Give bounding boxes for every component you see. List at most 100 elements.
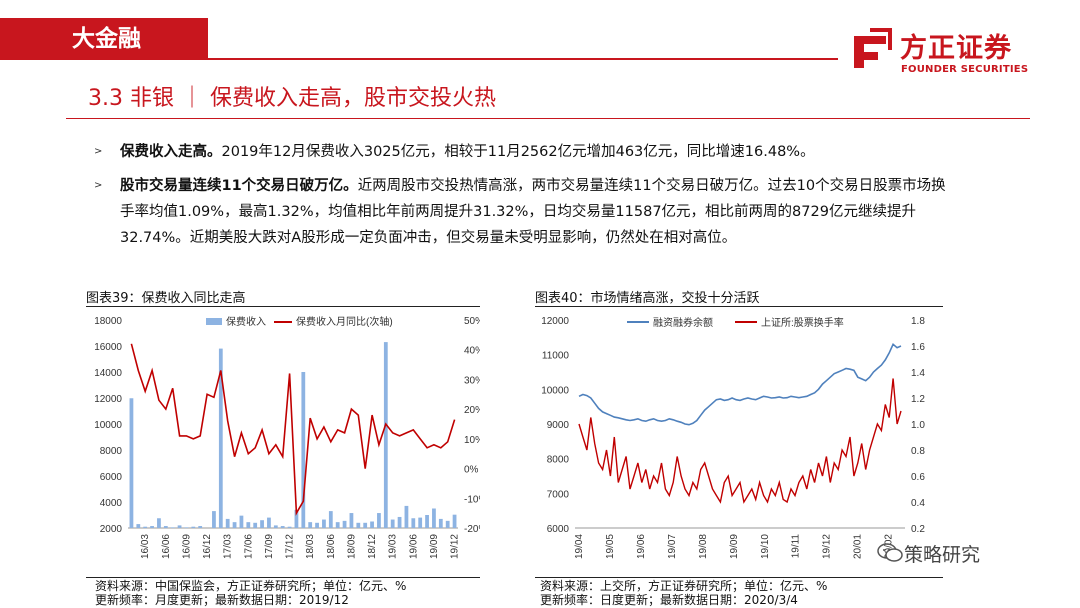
chart39-legend-swatch-bar xyxy=(206,318,222,325)
chart39-y2-tick: 20% xyxy=(464,405,480,416)
chart39-x-tick: 16/03 xyxy=(140,534,151,559)
chart39-bar xyxy=(301,372,306,528)
chart39-bar xyxy=(191,526,196,528)
chart39-bar xyxy=(170,527,175,528)
chart39-bar xyxy=(246,522,251,528)
chart39-title: 图表39：保费收入同比走高 xyxy=(86,291,246,306)
chart40-turnover-line xyxy=(578,378,902,504)
logo-english-name: FOUNDER SECURITIES xyxy=(901,64,1029,75)
chart39-bar xyxy=(198,526,203,528)
chart39-y-tick: 4000 xyxy=(100,498,123,509)
watermark: 策略研究 xyxy=(904,544,981,566)
wechat-icon xyxy=(877,543,903,562)
chart39-bar xyxy=(218,348,223,528)
chart39-bar xyxy=(143,526,148,528)
chart39-y2-tick: 30% xyxy=(464,375,480,386)
bullet-arrow-icon: > xyxy=(94,180,103,191)
chart40-x-tick: 19/11 xyxy=(791,534,802,559)
chart39-y-tick: 12000 xyxy=(94,394,122,405)
chart39-x-tick: 19/09 xyxy=(429,534,440,559)
chart40-x-tick: 19/04 xyxy=(574,534,585,559)
chart39-bar xyxy=(294,509,299,528)
chart39-bar xyxy=(328,511,333,528)
chart39-plot: 18000 16000 14000 12000 10000 8000 6000 4000 200… xyxy=(94,315,480,559)
chart39-bar xyxy=(184,527,189,528)
chart40-y2-tick: 1.8 xyxy=(911,316,925,327)
bullet-lead: 股市交易量连续11个交易日破万亿。 xyxy=(120,178,358,194)
chart39-bar xyxy=(390,519,395,528)
chart39-legend-label: 保费收入 xyxy=(226,315,266,328)
chart39-x-tick: 17/12 xyxy=(285,534,296,559)
chart39-bar xyxy=(225,518,230,528)
bullet-lead: 保费收入走高。 xyxy=(120,144,222,160)
chart40-x-tick: 19/10 xyxy=(760,534,771,559)
chart40-source: 资料来源：上交所，方正证券研究所；单位：亿元、% 更新频率：日度更新；最新数据日… xyxy=(540,579,828,607)
chart39-bar xyxy=(356,522,361,528)
chart40-y2-tick: 0.4 xyxy=(911,498,925,509)
chart39-y-tick: 2000 xyxy=(100,524,123,535)
chart40-x-tick: 19/06 xyxy=(636,534,647,559)
chart40-plot: 12000 11000 10000 9000 8000 7000 6000 1.8 1.6 1.4… xyxy=(541,316,925,559)
chart40-y2-tick: 0.8 xyxy=(911,446,925,457)
chart39-y-tick: 14000 xyxy=(94,368,122,379)
chart39-bar xyxy=(308,522,313,528)
chart39-x-tick: 18/12 xyxy=(367,534,378,559)
chart39-bar xyxy=(335,522,340,528)
chart39-x-tick: 19/06 xyxy=(408,534,419,559)
chart40-y-tick: 10000 xyxy=(541,385,569,396)
chart39-y-tick: 8000 xyxy=(100,446,123,457)
title-divider xyxy=(66,118,1030,119)
bullet-arrow-icon: > xyxy=(94,146,103,157)
chart40-x-tick: 19/08 xyxy=(698,534,709,559)
chart39-bar xyxy=(452,514,457,528)
chart40-legend-label: 上证所:股票换手率 xyxy=(761,316,844,329)
chart40-y2-tick: 1.4 xyxy=(911,368,925,379)
chart39-bar xyxy=(411,518,416,528)
chart39-bar xyxy=(397,516,402,528)
chart40-y2-tick: 1.6 xyxy=(911,342,925,353)
chart39-bar xyxy=(287,526,292,528)
chart39-bar xyxy=(129,398,134,528)
logo-chinese-name: 方正证券 xyxy=(900,33,1012,64)
chart39-y-tick: 10000 xyxy=(94,420,122,431)
chart40-y2-tick: 1.0 xyxy=(911,420,925,431)
chart39-y2-tick: 10% xyxy=(464,435,480,446)
bullet-text: 近两周股市交投热情高涨，两市交易量连续11个交易日破万亿。过去10个交易日股票市… xyxy=(120,178,946,246)
chart39-bar xyxy=(163,526,168,528)
chart39-bar xyxy=(253,522,258,528)
chart40-y-tick: 9000 xyxy=(547,420,570,431)
chart39-y2-tick: 0% xyxy=(464,465,479,476)
chart39-x-tick: 19/12 xyxy=(450,534,461,559)
chart39-y2-tick: -20% xyxy=(464,524,480,535)
chart40-title: 图表40：市场情绪高涨，交投十分活跃 xyxy=(535,291,760,306)
chart39-yoy-line xyxy=(130,343,456,516)
chart40-x-tick: 20/02 xyxy=(884,534,895,559)
chart39-bar xyxy=(383,342,388,528)
chart39-x-tick: 16/06 xyxy=(161,534,172,559)
chart39-bar xyxy=(212,511,216,528)
chart40-y-tick: 7000 xyxy=(547,489,570,500)
chart39-y2-tick: -10% xyxy=(464,494,480,505)
chart40-legend-label: 融资融券余额 xyxy=(653,316,713,329)
chart39-bar xyxy=(177,525,182,528)
chart40-x-tick: 19/09 xyxy=(729,534,740,559)
chart39-bar xyxy=(273,525,278,528)
chart39-bar xyxy=(418,517,423,528)
brand-tag-bar xyxy=(0,18,208,60)
chart39-bar xyxy=(349,513,354,528)
chart39-x-tick: 19/03 xyxy=(388,534,399,559)
chart39-bar xyxy=(370,521,374,528)
chart39-x-tick: 16/09 xyxy=(181,534,192,559)
chart40-x-tick: 20/01 xyxy=(853,534,864,559)
chart39-y2-tick: 50% xyxy=(464,316,480,327)
chart39-bar xyxy=(280,526,285,528)
chart39-bar xyxy=(260,520,264,528)
chart39-bar xyxy=(157,518,161,528)
chart39-y-tick: 6000 xyxy=(100,472,123,483)
chart40-y2-tick: 0.2 xyxy=(911,524,925,535)
chart40-margin-line xyxy=(578,343,902,426)
chart39-y-tick: 18000 xyxy=(94,316,122,327)
chart39-y2-tick: 40% xyxy=(464,346,480,357)
founder-logo-icon xyxy=(854,28,892,68)
source-rule xyxy=(535,577,943,578)
